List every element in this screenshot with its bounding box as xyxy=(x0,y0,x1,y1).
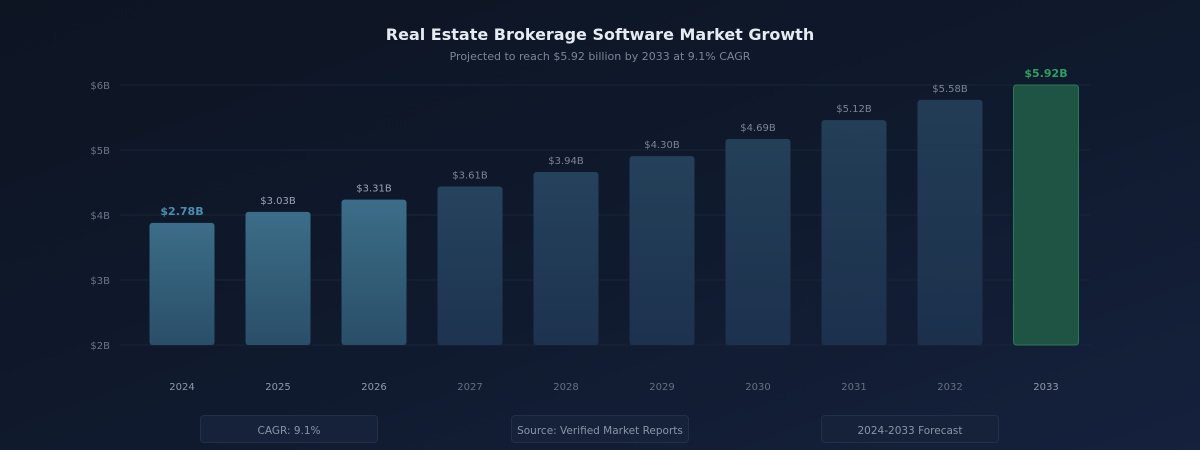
data-label: $5.12B xyxy=(836,104,872,115)
x-tick-label: 2030 xyxy=(745,382,770,393)
y-tick-label: $5B xyxy=(90,146,110,157)
x-tick-label: 2027 xyxy=(457,382,482,393)
x-tick-label: 2028 xyxy=(553,382,578,393)
data-label: $3.94B xyxy=(548,156,584,167)
y-tick-label: $6B xyxy=(90,81,110,92)
data-label: $5.58B xyxy=(932,84,968,95)
bar-chart: $2B $3B $4B $5B $6B $2.78B 2024 $3.03B 2025 $3.31… xyxy=(90,67,1090,393)
x-tick-label: 2026 xyxy=(361,382,386,393)
bar-2031[interactable] xyxy=(821,120,887,345)
x-tick-label: 2024 xyxy=(169,382,194,393)
data-label: $4.69B xyxy=(740,123,776,134)
bar-2033[interactable] xyxy=(1013,84,1079,346)
bar-2027[interactable] xyxy=(437,186,503,345)
data-label: $2.78B xyxy=(160,205,203,218)
bar-2029[interactable] xyxy=(629,156,695,345)
x-tick-label: 2025 xyxy=(265,382,290,393)
data-label: $3.31B xyxy=(356,184,392,195)
x-tick-label: 2029 xyxy=(649,382,674,393)
chart-title: Real Estate Brokerage Software Market Gr… xyxy=(385,25,815,44)
bar-2030[interactable] xyxy=(725,139,791,345)
data-label: $5.92B xyxy=(1024,67,1067,80)
data-label: $3.61B xyxy=(452,170,488,181)
x-tick-label: 2031 xyxy=(841,382,866,393)
y-tick-label: $3B xyxy=(90,276,110,287)
bar-2026[interactable] xyxy=(341,199,407,345)
bar-2024[interactable] xyxy=(149,222,215,345)
y-tick-label: $2B xyxy=(90,341,110,352)
bar-2032[interactable] xyxy=(917,99,983,345)
bar-2028[interactable] xyxy=(533,171,599,345)
data-label: $4.30B xyxy=(644,140,680,151)
y-tick-label: $4B xyxy=(90,211,110,222)
x-tick-label: 2032 xyxy=(937,382,962,393)
bar-2025[interactable] xyxy=(245,211,311,345)
data-label: $3.03B xyxy=(260,196,296,207)
chart-subtitle: Projected to reach $5.92 billion by 2033… xyxy=(449,50,751,63)
source-badge: Source: Verified Market Reports xyxy=(511,415,689,443)
cagr-badge: CAGR: 9.1% xyxy=(200,415,378,443)
x-tick-label: 2033 xyxy=(1033,382,1058,393)
forecast-badge: 2024-2033 Forecast xyxy=(821,415,999,443)
